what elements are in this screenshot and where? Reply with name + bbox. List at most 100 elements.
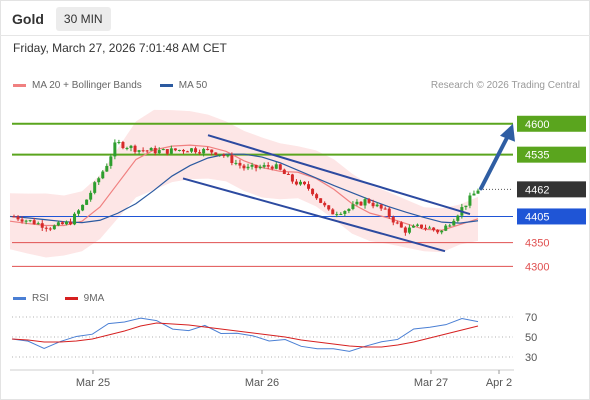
candle-body [101,171,105,179]
candle-body [238,162,242,166]
candle-body [129,145,133,149]
candle-body [339,213,343,215]
candle-body [161,149,165,151]
candle-body [157,150,161,154]
candle-body [226,155,230,157]
candle-body [468,195,472,206]
candle-body [424,227,428,229]
candle-body [185,151,189,153]
candle-body [415,224,419,226]
candle-body [24,220,28,222]
candle-body [153,148,157,154]
candle-body [278,164,282,170]
timestamp: Friday, March 27, 2026 7:01:48 AM CET [13,41,227,55]
candle-body [56,222,60,226]
candle-body [311,188,315,195]
rsi-tick-label-70: 70 [525,312,537,324]
candle-body [125,148,129,150]
candle-body [109,156,113,166]
trend-line-upper [207,134,471,216]
candle-body [173,148,177,151]
candle-body [28,220,32,222]
candle-body [121,142,125,149]
level-label-4405: 4405 [525,211,549,223]
candle-body [206,148,210,150]
candle-body [444,225,448,231]
candle-body [383,208,387,210]
x-tick-label: Mar 27 [414,377,448,389]
bollinger-band [10,109,478,258]
candle-body [440,230,444,233]
level-tag-4600 [517,115,586,132]
symbol-name: Gold [12,11,44,27]
candle-body [363,199,367,206]
legend-item-9ma: 9MA [64,293,104,304]
header-divider [0,35,590,36]
series-line-ma20 [9,144,479,231]
candle-body [250,164,254,167]
candle-body [371,202,375,207]
candle-body [254,164,258,169]
candle-body [262,165,266,167]
candle-body [177,149,181,151]
candle-body [298,181,302,185]
candle-body [258,166,262,169]
candle-body [367,199,371,203]
candle-body [246,166,250,169]
candle-body [347,208,351,212]
candle-body [307,184,311,189]
level-label-4300: 4300 [525,261,549,273]
rsi-legend: RSI 9MA [13,293,120,304]
candle-body [282,169,286,175]
legend-item-rsi: RSI [13,293,49,304]
candle-body [97,178,101,183]
rsi-tick-label-30: 30 [525,352,537,364]
candle-body [351,204,355,209]
symbol-header: Gold 30 MIN [6,6,111,32]
rsi-series-rsi [11,317,479,352]
candle-body [230,155,234,164]
price-legend: MA 20 + Bollinger Bands MA 50 [13,80,225,91]
candle-body [266,165,270,167]
candle-body [218,154,222,156]
candle-body [117,142,121,144]
legend-swatch-9ma [64,297,78,300]
trend-line-lower [182,177,446,253]
candle-body [85,199,89,205]
candle-body [149,148,153,151]
candle-body [343,211,347,214]
candle-body [456,215,460,221]
candle-body [476,190,480,194]
candle-body [73,213,77,225]
level-label-4600: 4600 [525,119,549,131]
candle-body [52,225,56,230]
candle-body [375,204,379,207]
candle-body [432,227,436,230]
legend-swatch-ma50 [159,84,173,87]
x-tick-label: Mar 26 [245,377,279,389]
series-line-ma50 [9,153,479,224]
candle-body [60,222,64,225]
legend-label-bollinger: MA 20 + Bollinger Bands [32,80,142,91]
candle-body [323,202,327,206]
candle-body [16,216,20,220]
candle-body [105,165,109,172]
candle-body [234,162,238,164]
candle-body [93,182,97,193]
candle-body [395,222,399,224]
candle-body [411,225,415,228]
level-label-4350: 4350 [525,238,549,250]
candle-body [181,149,185,152]
level-tag-4535 [517,146,586,163]
candle-body [137,150,141,152]
candle-body [407,227,411,233]
timeframe-button[interactable]: 30 MIN [55,7,111,31]
projection-arrow-head [500,123,515,142]
candle-body [40,223,44,228]
candle-body [303,181,307,185]
candle-body [420,224,424,228]
candle-body [448,225,452,227]
credit-text: Research © 2026 Trading Central [430,80,580,91]
candle-body [133,145,137,152]
candle-body [68,221,72,225]
